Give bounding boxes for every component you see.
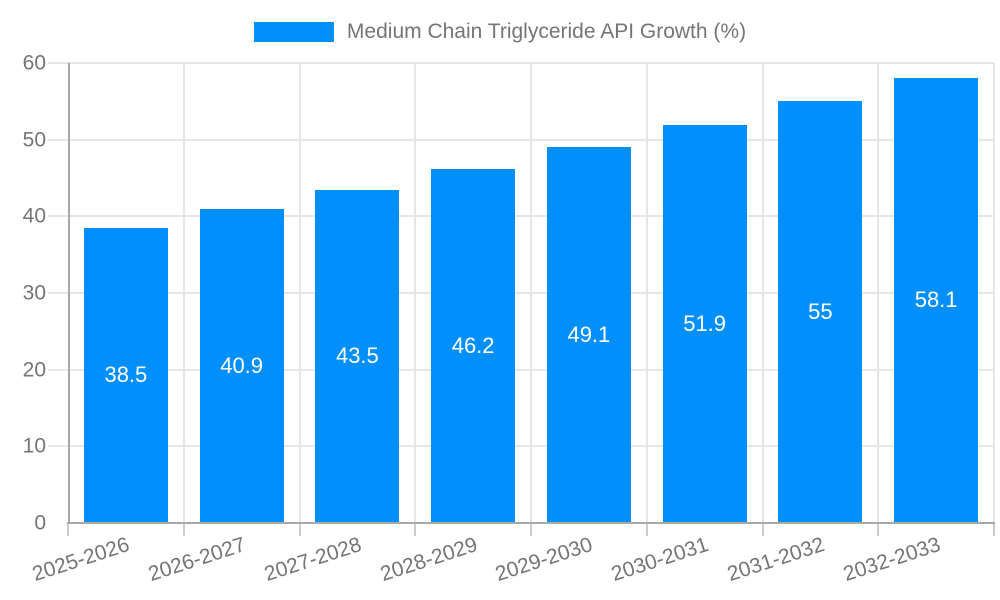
bar-2029-2030[interactable]: 49.1	[546, 146, 631, 523]
x-tick-label: 2030-2031	[608, 533, 712, 586]
y-axis-line	[68, 63, 70, 523]
h-gridline	[48, 368, 994, 371]
y-tick-label: 20	[22, 358, 46, 382]
bar-value-label: 40.9	[220, 353, 264, 379]
x-tick-mark	[182, 523, 185, 536]
h-gridline	[48, 62, 994, 64]
x-tick-mark	[761, 523, 764, 536]
bar-value-label: 46.2	[451, 332, 495, 358]
x-tick-mark	[993, 523, 995, 536]
h-gridline	[48, 445, 994, 448]
h-gridline	[48, 292, 994, 294]
x-tick-mark	[877, 523, 880, 536]
x-tick-mark	[67, 523, 69, 536]
bar-2031-2032[interactable]: 55	[778, 101, 863, 523]
y-tick-label: 0	[34, 511, 46, 535]
y-tick-label: 40	[22, 204, 46, 228]
h-gridline	[48, 215, 994, 218]
v-gridline	[993, 63, 995, 523]
legend-label: Medium Chain Triglyceride API Growth (%)	[346, 20, 747, 43]
bar-2027-2028[interactable]: 43.5	[315, 189, 400, 523]
x-tick-mark	[645, 523, 648, 536]
bar-value-label: 49.1	[567, 321, 611, 347]
x-tick-label: 2032-2033	[840, 533, 943, 586]
bar-2026-2027[interactable]: 40.9	[199, 209, 284, 523]
y-tick-label: 10	[22, 434, 46, 458]
bar-value-label: 51.9	[683, 311, 727, 337]
y-tick-label: 30	[22, 281, 46, 305]
y-tick-label: 60	[22, 51, 46, 75]
x-axis-line	[67, 522, 995, 524]
x-tick-label: 2029-2030	[493, 533, 596, 586]
y-tick-label: 50	[22, 128, 46, 152]
chart-legend-item[interactable]: Medium Chain Triglyceride API Growth (%)	[253, 20, 747, 44]
h-gridline	[48, 138, 994, 141]
x-tick-mark	[414, 523, 417, 536]
bar-value-label: 55	[808, 299, 833, 325]
x-tick-label: 2031-2032	[724, 533, 828, 586]
x-tick-label: 2027-2028	[261, 533, 365, 586]
x-tick-mark	[530, 523, 532, 536]
legend-color-swatch	[253, 22, 334, 42]
bar-value-label: 38.5	[104, 362, 148, 388]
bar-2032-2033[interactable]: 58.1	[894, 77, 979, 523]
bar-value-label: 58.1	[914, 287, 958, 313]
bar-2028-2029[interactable]: 46.2	[431, 168, 516, 523]
x-tick-label: 2026-2027	[145, 533, 249, 586]
x-tick-label: 2028-2029	[377, 533, 480, 586]
x-tick-mark	[298, 523, 301, 536]
plot-area: 38.5 40.9 43.5 46.2 49.1 51.9 55 58.1	[48, 62, 995, 536]
bar-2030-2031[interactable]: 51.9	[662, 125, 747, 523]
x-tick-label: 2025-2026	[30, 533, 133, 586]
bar-value-label: 43.5	[335, 343, 379, 369]
bar-2025-2026[interactable]: 38.5	[83, 227, 168, 523]
